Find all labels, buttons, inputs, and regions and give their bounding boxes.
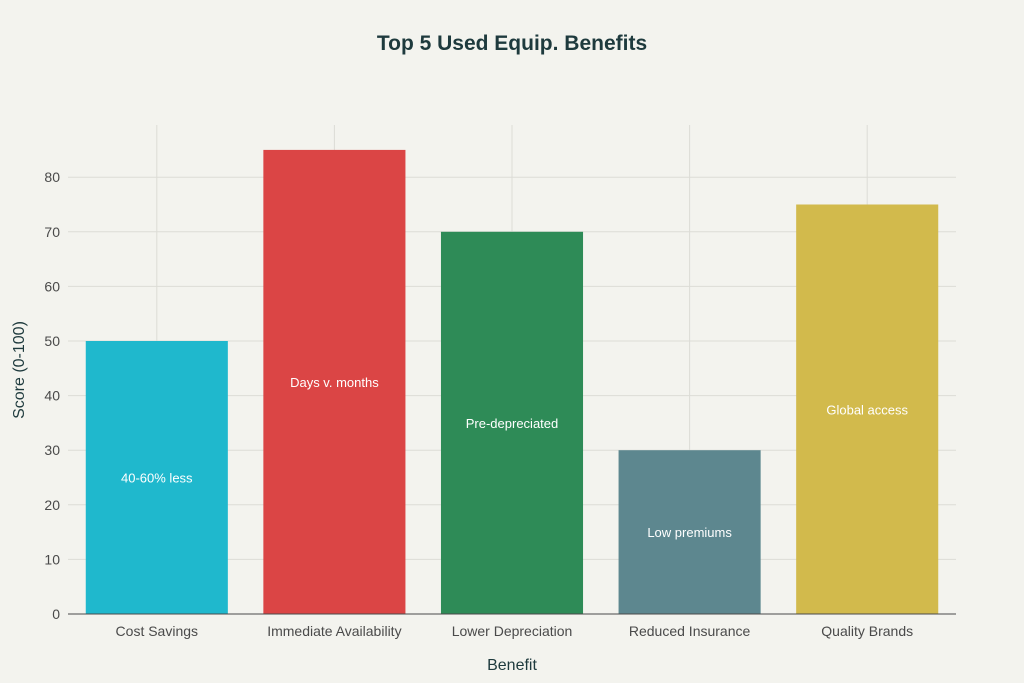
bar-inside-label: Low premiums	[647, 525, 732, 540]
y-tick-label: 30	[44, 442, 60, 458]
bars: 40-60% less Days v. months Pre-depreciated…	[85, 149, 939, 615]
bar-5	[796, 204, 939, 614]
y-tick-label: 80	[44, 169, 60, 185]
x-tick-label: Reduced Insurance	[629, 623, 751, 639]
y-tick-label: 70	[44, 224, 60, 240]
bar-inside-label: Days v. months	[290, 375, 379, 390]
bar-inside-label: 40-60% less	[121, 471, 193, 486]
x-axis-ticks: Cost Savings Immediate Availability Lower …	[116, 623, 914, 639]
x-tick-label: Lower Depreciation	[452, 623, 573, 639]
x-tick-label: Immediate Availability	[267, 623, 401, 639]
bar-1	[85, 341, 228, 614]
y-axis-label: Score (0-100)	[11, 321, 28, 419]
y-tick-label: 0	[52, 606, 60, 622]
bar-4	[618, 450, 761, 614]
y-tick-label: 40	[44, 388, 60, 404]
y-tick-label: 50	[44, 333, 60, 349]
chart-title: Top 5 Used Equip. Benefits	[377, 32, 647, 55]
y-tick-label: 10	[44, 551, 60, 567]
bar-2	[263, 149, 406, 614]
y-tick-label: 20	[44, 497, 60, 513]
x-tick-label: Cost Savings	[116, 623, 198, 639]
bar-inside-label: Pre-depreciated	[466, 416, 559, 431]
bar-3	[440, 231, 584, 615]
x-axis-label: Benefit	[487, 657, 537, 674]
x-tick-label: Quality Brands	[821, 623, 913, 639]
y-axis-ticks: 0 10 20 30 40 50 60 70 80	[44, 169, 60, 622]
y-tick-label: 60	[44, 278, 60, 294]
bar-inside-label: Global access	[826, 402, 908, 417]
